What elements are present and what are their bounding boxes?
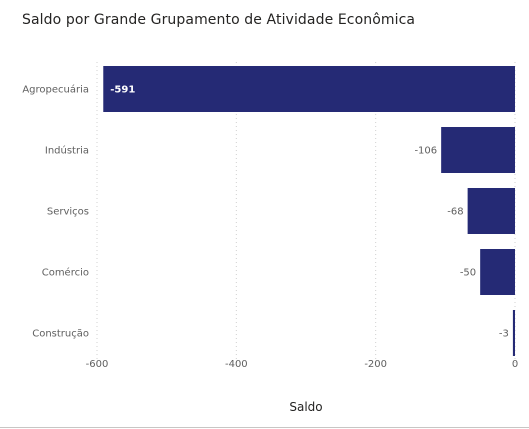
x-tick-label: 0: [512, 359, 518, 370]
category-label: Construção: [32, 329, 89, 340]
data-label: -3: [499, 329, 509, 340]
category-label: Agropecuária: [22, 84, 89, 96]
bar: [512, 310, 515, 356]
x-axis-title: Saldo: [289, 400, 322, 414]
bar: [441, 127, 515, 173]
category-label: Serviços: [47, 207, 89, 218]
x-tick-label: -200: [364, 359, 387, 370]
data-label: -591: [110, 85, 135, 96]
bar: [103, 66, 516, 112]
data-label: -106: [414, 146, 437, 157]
bar: [480, 249, 515, 295]
category-label: Indústria: [45, 145, 89, 157]
category-label: Comércio: [42, 267, 89, 279]
divider: [0, 427, 529, 428]
x-tick-label: -600: [86, 359, 109, 370]
chart-title: Saldo por Grande Grupamento de Atividade…: [22, 12, 416, 28]
data-label: -50: [460, 268, 476, 279]
data-label: -68: [447, 207, 463, 218]
x-tick-label: -400: [225, 359, 248, 370]
bar: [467, 188, 515, 234]
